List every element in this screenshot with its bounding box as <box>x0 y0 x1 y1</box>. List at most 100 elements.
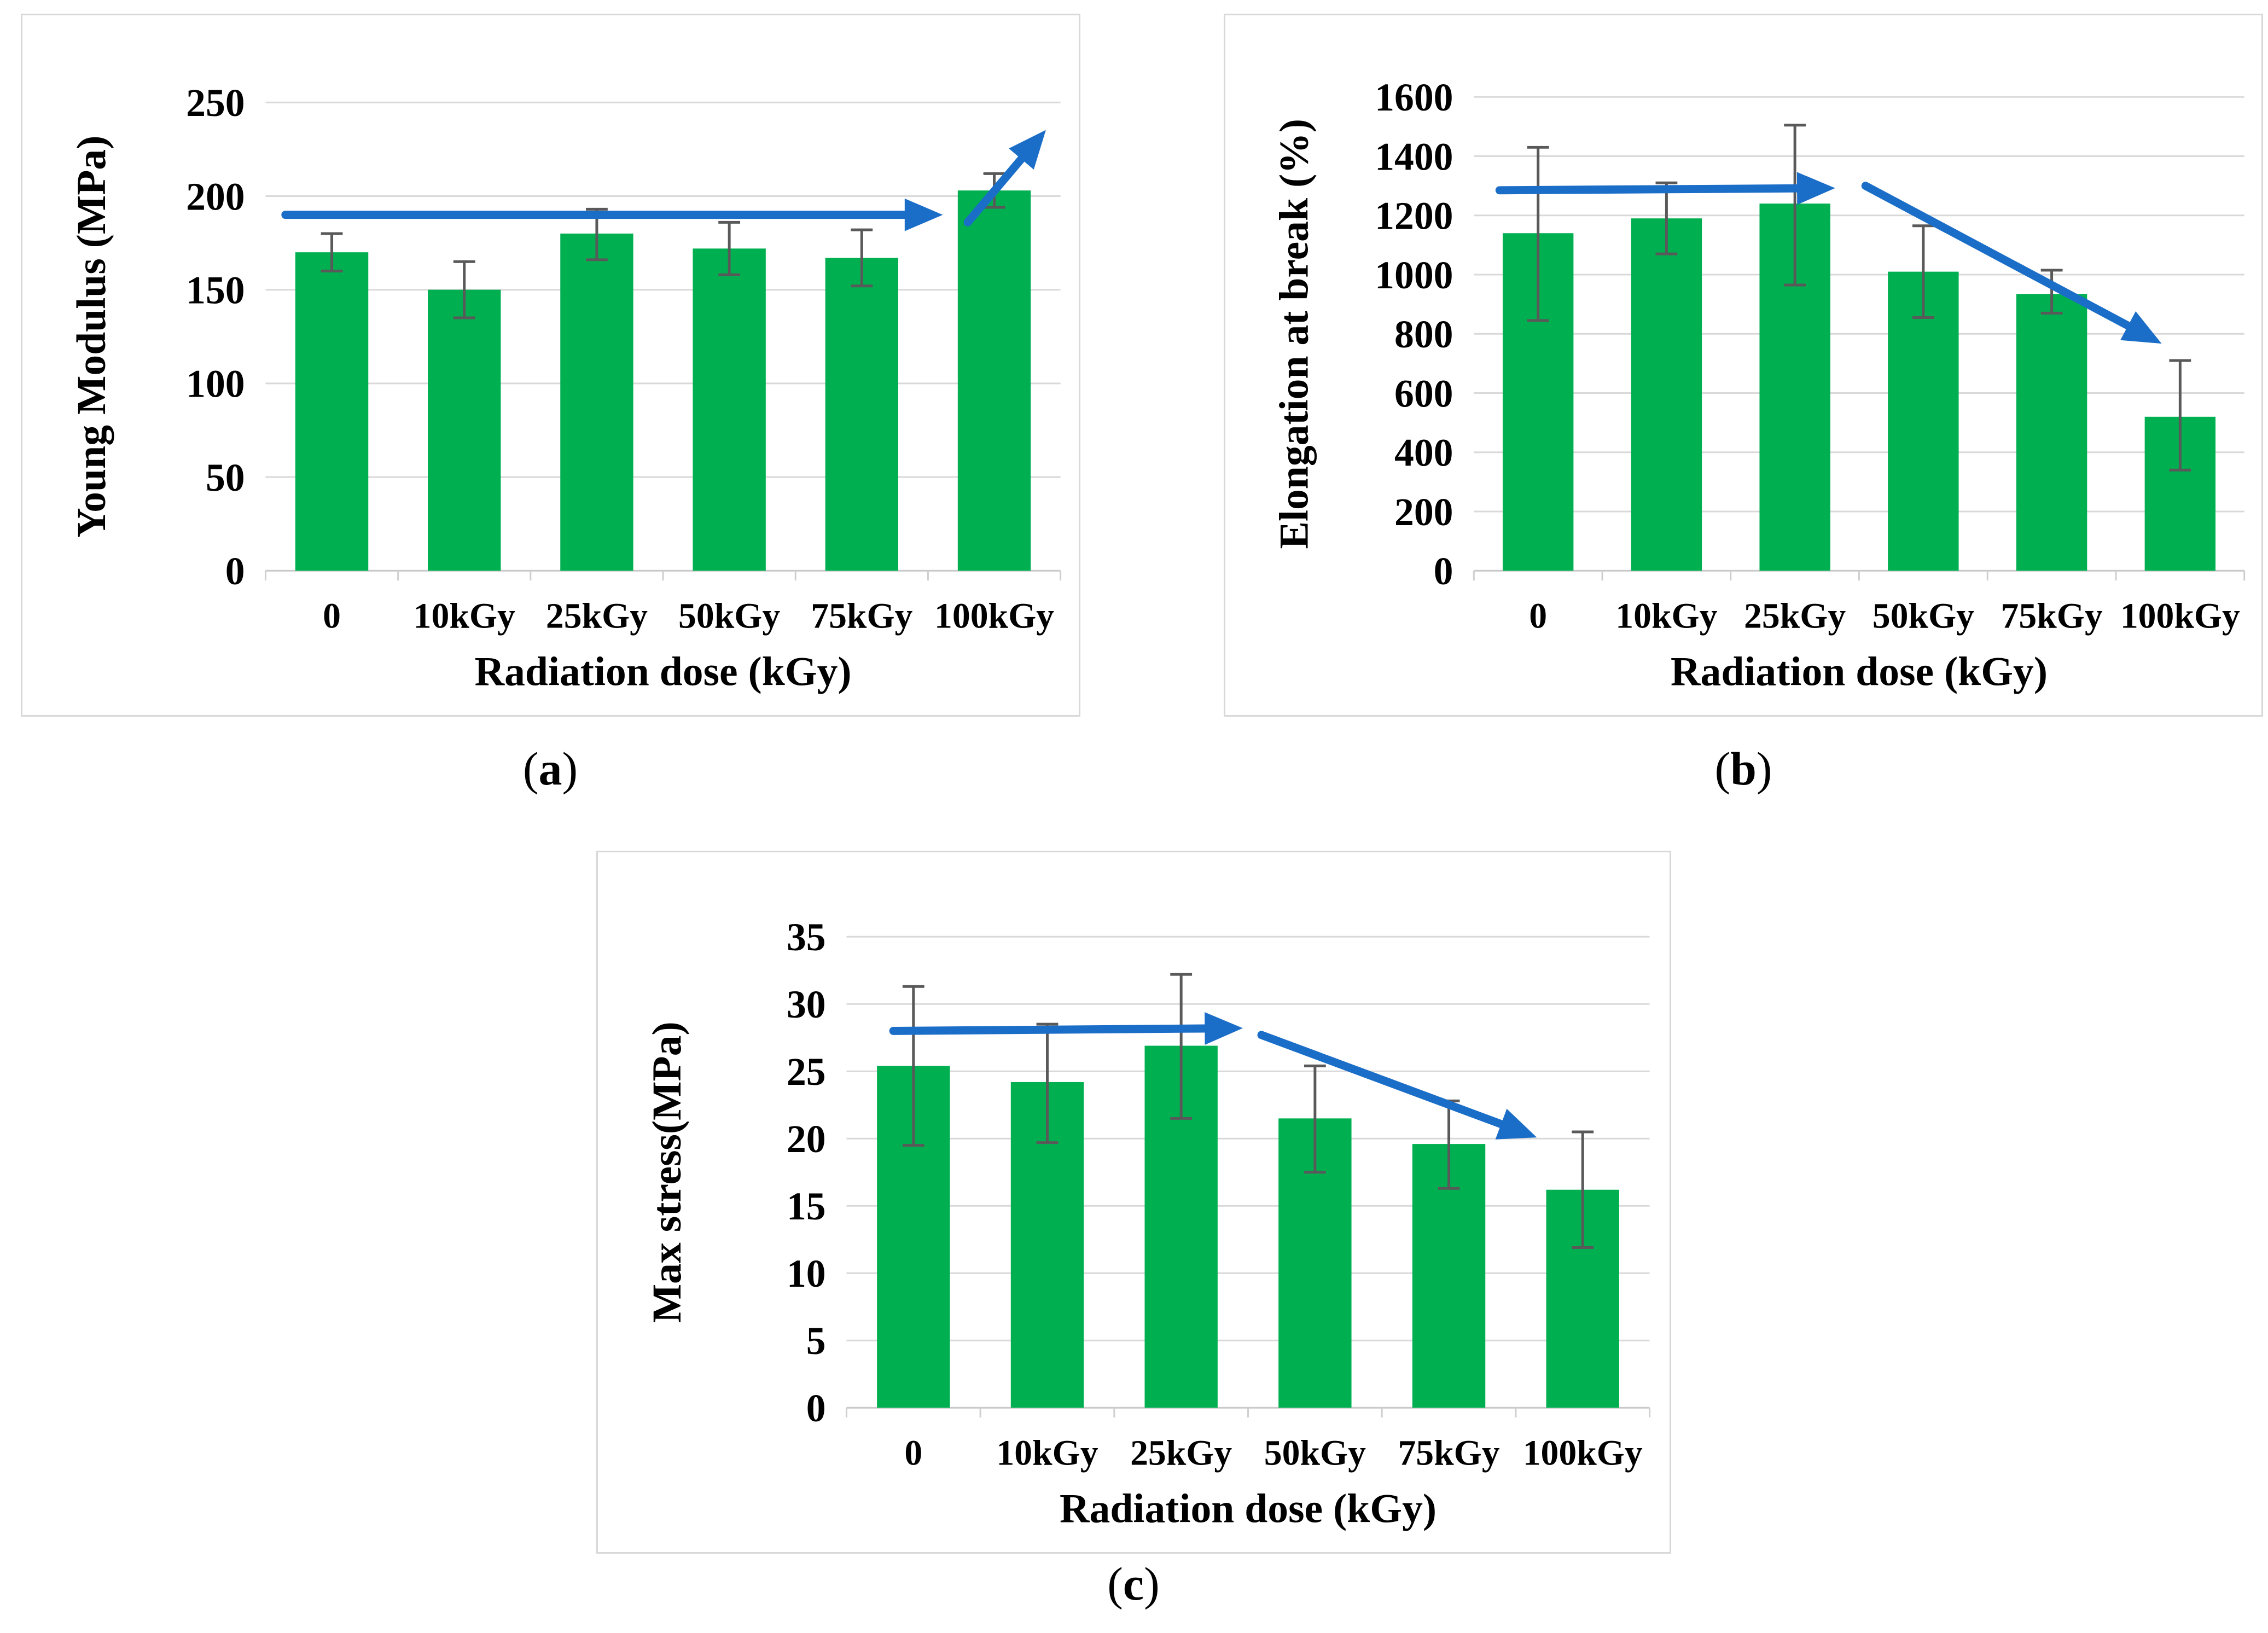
y-axis-title: Max stress(MPa) <box>644 1021 690 1323</box>
x-tick-label: 100kGy <box>1523 1433 1643 1473</box>
bar-chart-elongation-at-break: 0 200 400 600 800 1000 1200 1400 1600 0 10kGy 25kGy… <box>1272 75 2246 694</box>
bar-100kGy <box>957 190 1031 571</box>
trend-arrow-head <box>2120 311 2162 344</box>
y-tick-label: 30 <box>787 983 826 1026</box>
y-tick-label: 0 <box>1434 549 1453 593</box>
trend-arrow-line <box>889 1024 1209 1035</box>
trend-arrow-line <box>963 155 1026 226</box>
y-tick-label: 800 <box>1394 312 1453 356</box>
y-gridlines <box>1474 96 2244 572</box>
y-tick-label: 200 <box>186 175 245 218</box>
trend-arrows <box>889 1012 1537 1140</box>
trend-arrow-head <box>904 198 943 231</box>
x-tick-label: 10kGy <box>414 596 515 636</box>
caption-letter: b <box>1730 742 1757 795</box>
error-bars <box>321 172 1005 319</box>
caption-paren-close: ) <box>1756 742 1772 795</box>
caption-paren-close: ) <box>1144 1558 1160 1610</box>
y-tick-label: 35 <box>787 915 826 959</box>
x-tick-label: 0 <box>1529 596 1547 636</box>
y-tick-label: 100 <box>186 362 245 406</box>
x-tick-labels: 0 10kGy 25kGy 50kGy 75kGy 100kGy <box>323 596 1054 636</box>
x-tick-label: 10kGy <box>1615 596 1717 636</box>
x-tick-label: 75kGy <box>2001 596 2103 636</box>
x-tick-labels: 0 10kGy 25kGy 50kGy 75kGy 100kGy <box>904 1433 1642 1473</box>
y-tick-labels: 0 50 100 150 200 250 <box>186 81 245 593</box>
x-tick-label: 100kGy <box>934 596 1054 636</box>
y-tick-label: 200 <box>1394 490 1453 534</box>
y-axis-title: Young Modulus (MPa) <box>69 136 114 538</box>
y-tick-label: 600 <box>1394 371 1453 415</box>
trend-arrow-head <box>1009 130 1046 170</box>
y-tick-label: 15 <box>787 1184 826 1228</box>
caption-letter: a <box>538 742 562 795</box>
x-tick-labels: 0 10kGy 25kGy 50kGy 75kGy 100kGy <box>1529 596 2240 636</box>
x-tick-label: 50kGy <box>1872 596 1974 636</box>
trend-arrows <box>281 130 1046 231</box>
x-tick-label: 75kGy <box>811 596 912 636</box>
trend-arrows <box>1495 172 2162 344</box>
bars <box>1502 204 2216 571</box>
bar-0 <box>295 252 369 571</box>
y-tick-label: 10 <box>787 1252 826 1295</box>
bar-10kGy <box>428 289 501 571</box>
y-tick-label: 1000 <box>1375 253 1453 297</box>
y-gridlines <box>265 101 1061 572</box>
x-tick-label: 50kGy <box>1264 1433 1366 1473</box>
trend-arrow-line <box>1861 182 2132 330</box>
x-tick-label: 10kGy <box>996 1433 1098 1473</box>
trend-arrow-head <box>1796 172 1835 205</box>
x-tick-label: 75kGy <box>1398 1433 1499 1473</box>
caption-c: (c) <box>1024 1556 1243 1611</box>
y-tick-label: 0 <box>225 549 245 593</box>
x-tick-label: 25kGy <box>1130 1433 1232 1473</box>
y-tick-label: 250 <box>186 81 245 125</box>
y-tick-label: 400 <box>1394 431 1453 475</box>
trend-arrow-line <box>1257 1031 1505 1129</box>
x-tick-label: 0 <box>904 1433 922 1473</box>
y-tick-label: 5 <box>806 1319 826 1363</box>
x-axis-title: Radiation dose (kGy) <box>1671 649 2048 694</box>
error-bars <box>1527 124 2191 472</box>
chart-panel-b: 0 200 400 600 800 1000 1200 1400 1600 0 10kGy 25kGy… <box>1224 14 2263 717</box>
bar-chart-young-modulus: 0 50 100 150 200 250 0 10kGy 25kGy 50kGy 75kGy 100k… <box>69 81 1062 694</box>
caption-paren-open: ( <box>522 742 539 795</box>
y-tick-label: 50 <box>206 456 245 499</box>
bars <box>295 190 1031 571</box>
x-axis-ticks <box>264 571 1062 581</box>
y-tick-label: 20 <box>787 1117 826 1161</box>
y-tick-label: 0 <box>806 1386 826 1430</box>
x-tick-label: 25kGy <box>546 596 648 636</box>
x-axis-title: Radiation dose (kGy) <box>1060 1486 1437 1531</box>
y-axis-title: Elongation at break (%) <box>1272 119 1317 549</box>
caption-paren-close: ) <box>562 742 578 795</box>
bar-25kGy <box>560 233 633 571</box>
bar-75kGy <box>825 258 899 571</box>
y-tick-labels: 0 5 10 15 20 25 30 35 <box>787 915 826 1430</box>
trend-arrow-head <box>1205 1012 1243 1045</box>
y-tick-label: 25 <box>787 1050 826 1094</box>
x-axis-title: Radiation dose (kGy) <box>474 649 851 694</box>
x-tick-label: 25kGy <box>1744 596 1846 636</box>
caption-paren-open: ( <box>1107 1558 1123 1610</box>
y-gridlines <box>846 935 1650 1409</box>
trend-arrow-line <box>1495 184 1801 195</box>
x-tick-label: 0 <box>323 596 341 636</box>
bars <box>877 1045 1619 1408</box>
bar-50kGy <box>1888 271 1959 571</box>
y-tick-label: 150 <box>186 269 245 312</box>
y-tick-label: 1200 <box>1375 194 1453 238</box>
caption-letter: c <box>1123 1558 1144 1610</box>
x-axis-ticks <box>845 1408 1651 1418</box>
x-axis-ticks <box>1473 571 2246 581</box>
caption-a: (a) <box>441 741 660 796</box>
trend-arrow-head <box>1495 1108 1537 1140</box>
caption-paren-open: ( <box>1714 742 1731 795</box>
x-tick-label: 50kGy <box>678 596 780 636</box>
y-tick-label: 1400 <box>1375 135 1453 178</box>
y-tick-labels: 0 200 400 600 800 1000 1200 1400 1600 <box>1375 75 1453 593</box>
chart-panel-c: 0 5 10 15 20 25 30 35 0 10kGy 25kGy 50kGy 75kGy 100kG… <box>596 851 1671 1554</box>
x-tick-label: 100kGy <box>2120 596 2240 636</box>
caption-b: (b) <box>1634 741 1853 796</box>
